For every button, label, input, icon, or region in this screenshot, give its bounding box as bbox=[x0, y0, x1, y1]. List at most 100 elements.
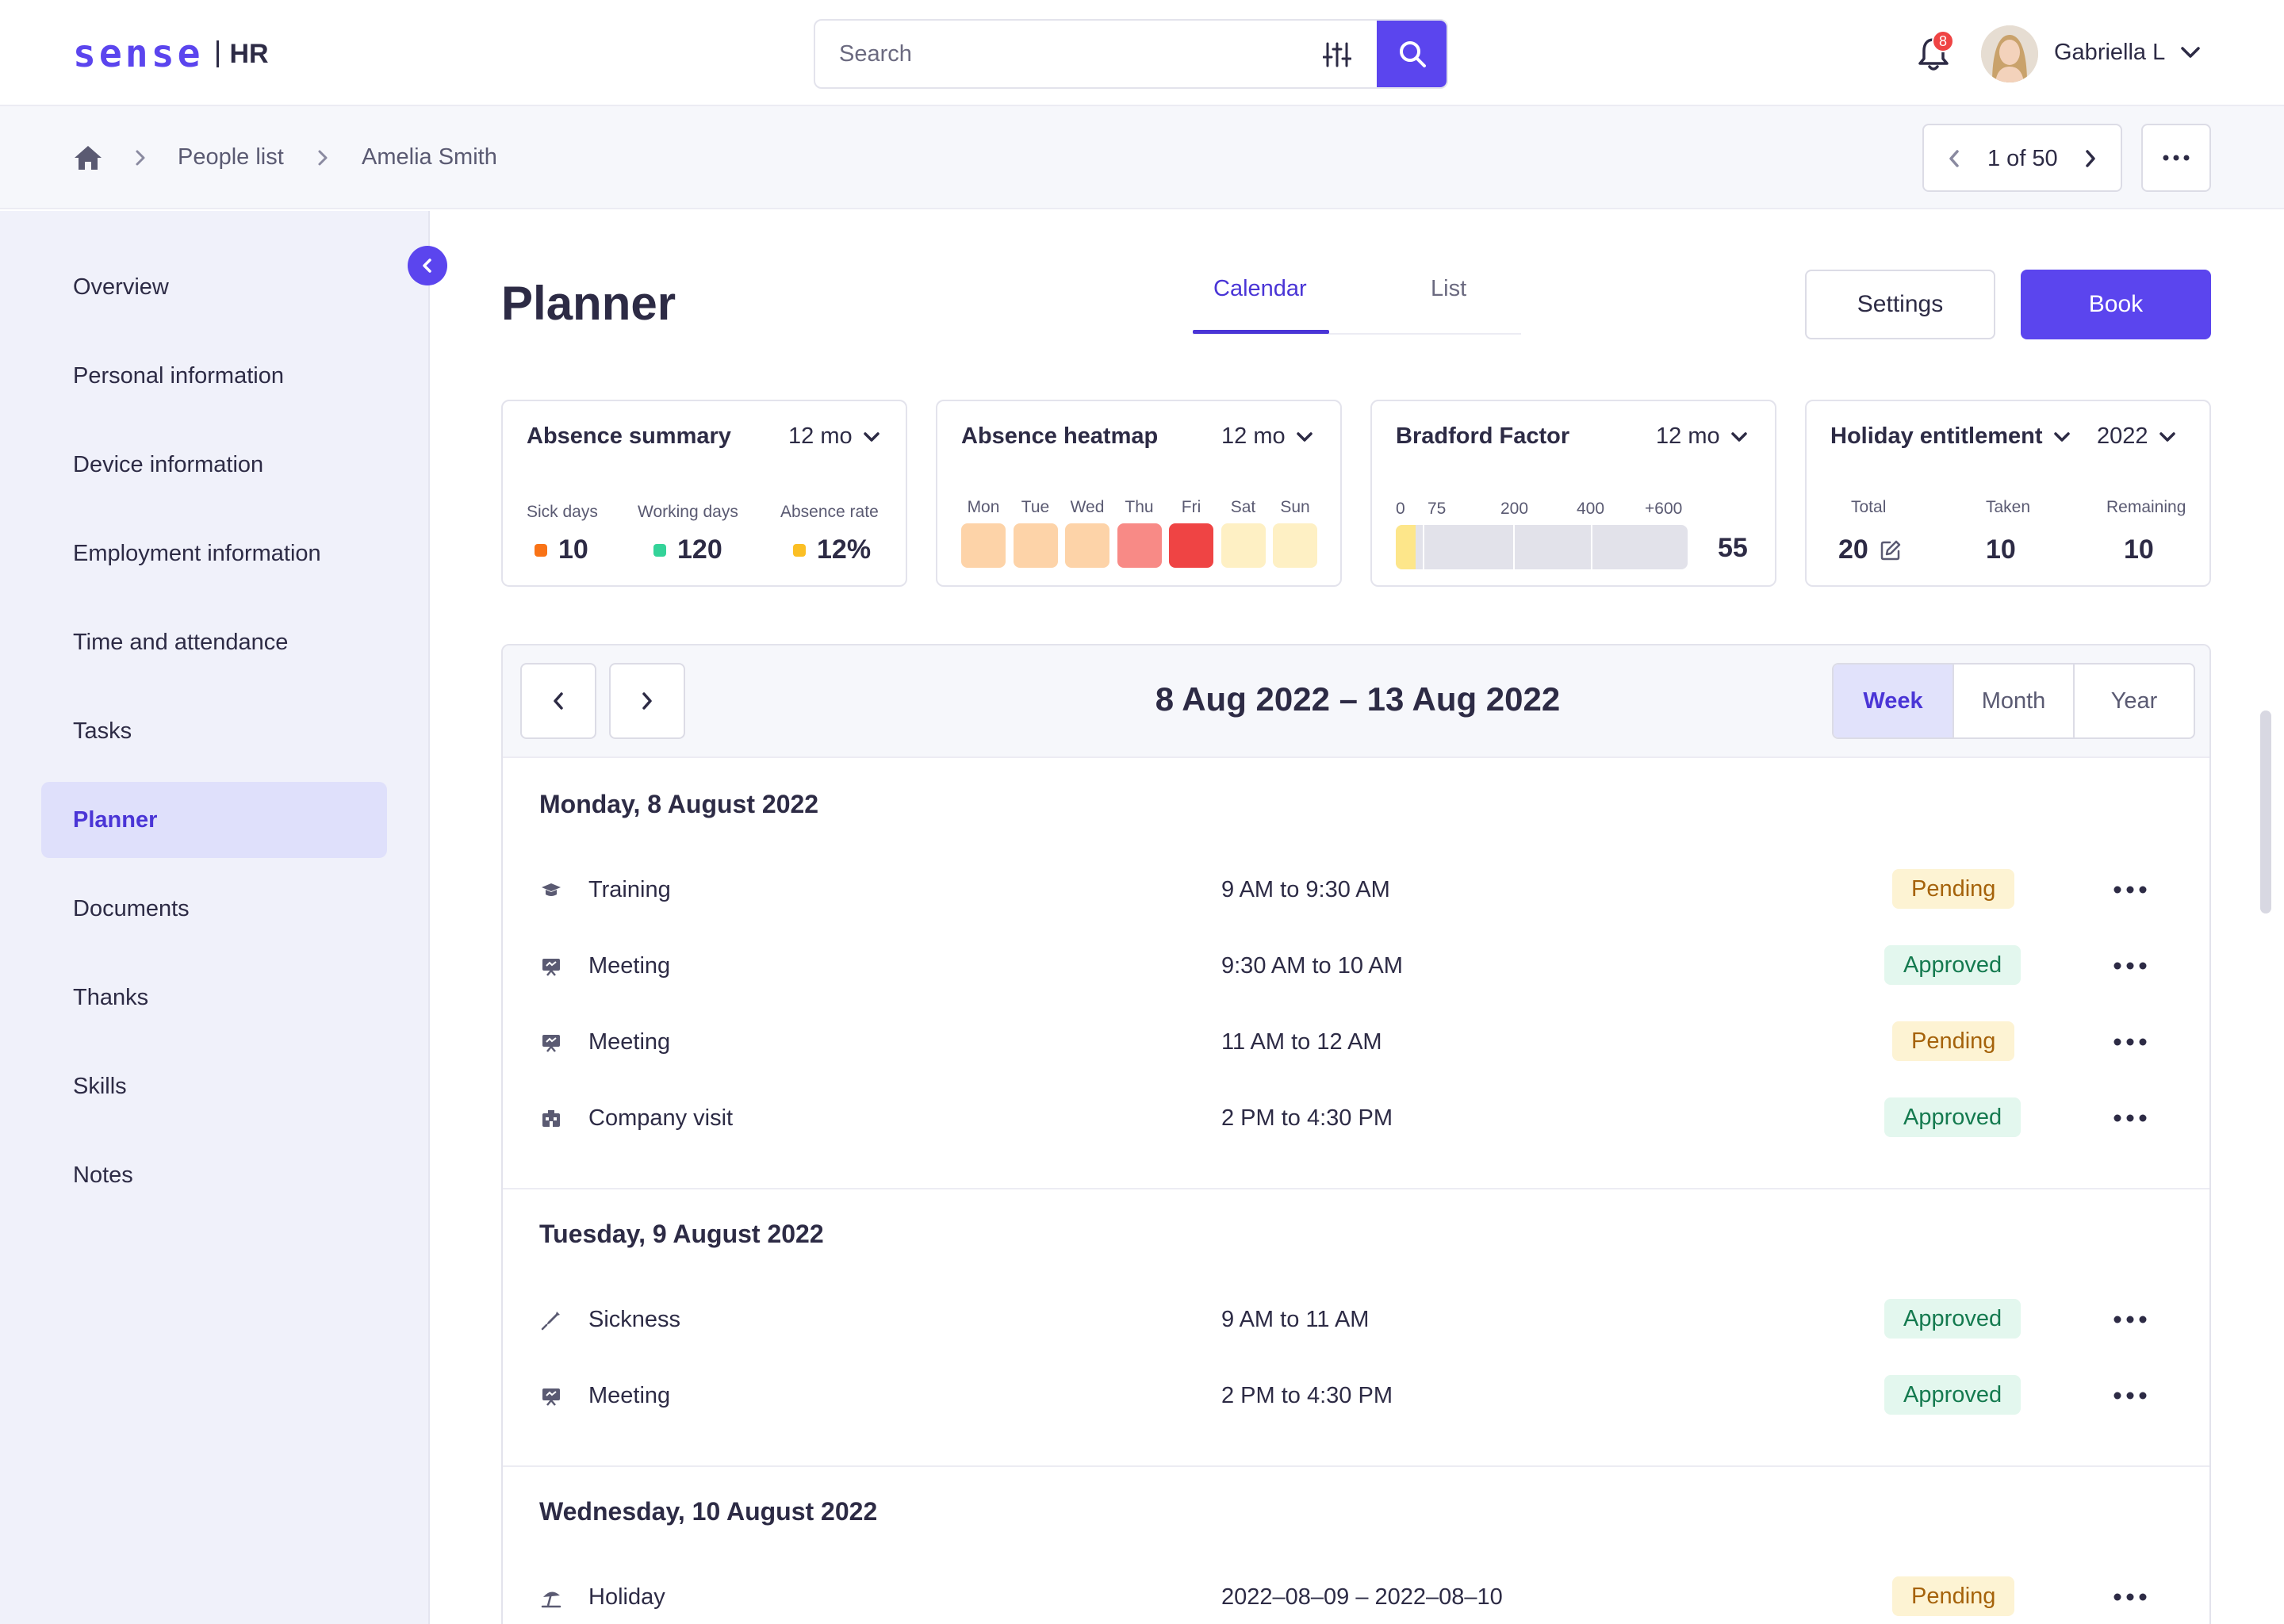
more-dots-icon[interactable] bbox=[2113, 1315, 2148, 1324]
logo-mark: sense bbox=[73, 32, 204, 76]
collapse-sidebar-button[interactable] bbox=[408, 246, 447, 285]
view-week-button[interactable]: Week bbox=[1834, 665, 1954, 737]
sidebar-item-label: Tasks bbox=[73, 718, 132, 744]
day-divider bbox=[503, 1188, 2209, 1189]
more-dots-icon[interactable] bbox=[2113, 1391, 2148, 1400]
period-value: 12 mo bbox=[788, 423, 853, 449]
search-button[interactable] bbox=[1377, 21, 1447, 87]
more-dots-icon[interactable] bbox=[2113, 961, 2148, 971]
status-badge: Approved bbox=[1884, 1375, 2021, 1415]
bar-divider bbox=[1423, 525, 1424, 569]
more-dots-icon[interactable] bbox=[2113, 1037, 2148, 1047]
chevron-right-icon[interactable] bbox=[2083, 147, 2098, 170]
sidebar-item-label: Documents bbox=[73, 896, 190, 921]
period-dropdown[interactable]: 12 mo bbox=[1656, 423, 1749, 450]
chevron-down-icon bbox=[2053, 431, 2070, 442]
more-dots-icon[interactable] bbox=[2113, 1592, 2148, 1602]
record-pager: 1 of 50 bbox=[1922, 124, 2122, 192]
search-icon bbox=[1400, 41, 1426, 67]
view-month-button[interactable]: Month bbox=[1954, 665, 2075, 737]
event-time: 11 AM to 12 AM bbox=[1221, 1029, 1382, 1055]
sidebar-item-personal-information[interactable]: Personal information bbox=[41, 338, 387, 414]
chevron-down-icon[interactable] bbox=[2179, 44, 2202, 60]
chevron-right-icon bbox=[136, 150, 145, 166]
more-actions-button[interactable] bbox=[2141, 124, 2211, 192]
chevron-left-icon bbox=[423, 259, 431, 273]
page-title: Planner bbox=[501, 277, 676, 330]
card-title: Holiday entitlement bbox=[1830, 423, 2043, 449]
year-dropdown[interactable]: 2022 bbox=[2097, 423, 2177, 450]
stat-value: 12% bbox=[817, 534, 872, 565]
heatmap-cell[interactable] bbox=[1117, 523, 1162, 568]
stat-label-absence-rate: Absence rate bbox=[780, 503, 879, 521]
book-button[interactable]: Book bbox=[2021, 270, 2211, 339]
sidebar-item-device-information[interactable]: Device information bbox=[41, 427, 387, 503]
presentation-icon bbox=[542, 1388, 560, 1406]
page-scrollbar[interactable] bbox=[2260, 710, 2271, 914]
sidebar-item-planner[interactable]: Planner bbox=[41, 782, 387, 858]
sidebar-item-documents[interactable]: Documents bbox=[41, 871, 387, 947]
logo-divider bbox=[216, 40, 219, 67]
app-logo[interactable]: sense HR bbox=[73, 35, 269, 73]
sidebar-item-skills[interactable]: Skills bbox=[41, 1048, 387, 1124]
heatmap-cell[interactable] bbox=[1065, 523, 1109, 568]
heatmap-cell[interactable] bbox=[961, 523, 1006, 568]
absence-rate-color-dot bbox=[793, 543, 806, 557]
date-range: 8 Aug 2022 – 13 Aug 2022 bbox=[1155, 680, 1561, 718]
more-dots-icon[interactable] bbox=[2113, 1113, 2148, 1123]
breadcrumb-people-list[interactable]: People list bbox=[178, 144, 284, 170]
next-week-button[interactable] bbox=[609, 663, 685, 739]
filter-sliders-icon[interactable] bbox=[1323, 41, 1351, 68]
view-year-button[interactable]: Year bbox=[2110, 688, 2158, 714]
event-name: Training bbox=[588, 877, 671, 902]
presentation-icon bbox=[542, 1035, 560, 1052]
heatmap-cell[interactable] bbox=[1169, 523, 1213, 568]
settings-button[interactable]: Settings bbox=[1805, 270, 1995, 339]
sidebar-item-time-and-attendance[interactable]: Time and attendance bbox=[41, 604, 387, 680]
chevron-down-icon bbox=[2159, 431, 2175, 442]
tab-calendar[interactable]: Calendar bbox=[1213, 276, 1307, 301]
event-name: Sickness bbox=[588, 1307, 681, 1332]
heatmap-cell[interactable] bbox=[1013, 523, 1058, 568]
search-input[interactable] bbox=[815, 21, 1370, 87]
chevron-right-icon bbox=[318, 150, 328, 166]
sidebar-item-employment-information[interactable]: Employment information bbox=[41, 515, 387, 592]
sidebar-item-label: Employment information bbox=[73, 541, 321, 566]
previous-week-button[interactable] bbox=[520, 663, 596, 739]
more-dots-icon[interactable] bbox=[2113, 885, 2148, 894]
heatmap-day-label: Fri bbox=[1181, 498, 1201, 516]
bradford-factor-card: Bradford Factor 12 mo 0 75 200 400 +600 … bbox=[1370, 400, 1776, 587]
edit-icon[interactable] bbox=[1880, 539, 1902, 561]
sidebar-item-label: Thanks bbox=[73, 985, 149, 1010]
heatmap-cell[interactable] bbox=[1221, 523, 1266, 568]
presentation-icon bbox=[542, 959, 560, 976]
event-time: 2 PM to 4:30 PM bbox=[1221, 1383, 1393, 1408]
sidebar-item-thanks[interactable]: Thanks bbox=[41, 959, 387, 1036]
heatmap-cell[interactable] bbox=[1273, 523, 1317, 568]
sidebar-item-overview[interactable]: Overview bbox=[41, 249, 387, 325]
search-box bbox=[814, 19, 1448, 89]
home-icon[interactable] bbox=[73, 144, 103, 171]
chevron-left-icon[interactable] bbox=[1946, 147, 1962, 170]
avatar[interactable] bbox=[1981, 25, 2038, 82]
period-dropdown[interactable]: 12 mo bbox=[1221, 423, 1314, 450]
entitlement-type-dropdown[interactable]: Holiday entitlement bbox=[1830, 423, 2071, 450]
active-tab-indicator bbox=[1193, 330, 1329, 334]
sidebar-item-label: Device information bbox=[73, 452, 264, 477]
event-name: Company visit bbox=[588, 1105, 734, 1131]
stat-value: 10 bbox=[558, 534, 588, 565]
sidebar: Overview Personal information Device inf… bbox=[0, 211, 430, 1624]
user-name[interactable]: Gabriella L bbox=[2054, 40, 2166, 65]
sidebar-item-notes[interactable]: Notes bbox=[41, 1137, 387, 1213]
beach-umbrella-icon bbox=[541, 1591, 561, 1608]
sidebar-item-tasks[interactable]: Tasks bbox=[41, 693, 387, 769]
event-time: 2022–08–09 – 2022–08–10 bbox=[1221, 1584, 1503, 1610]
stat-working-days: 120 bbox=[653, 534, 722, 565]
year-value: 2022 bbox=[2097, 423, 2148, 449]
heatmap-day-label: Sat bbox=[1230, 498, 1256, 516]
status-badge: Approved bbox=[1884, 945, 2021, 985]
bradford-score-bar bbox=[1396, 525, 1688, 569]
period-dropdown[interactable]: 12 mo bbox=[788, 423, 881, 450]
tab-list[interactable]: List bbox=[1431, 276, 1467, 301]
heatmap-day-label: Sun bbox=[1280, 498, 1310, 516]
